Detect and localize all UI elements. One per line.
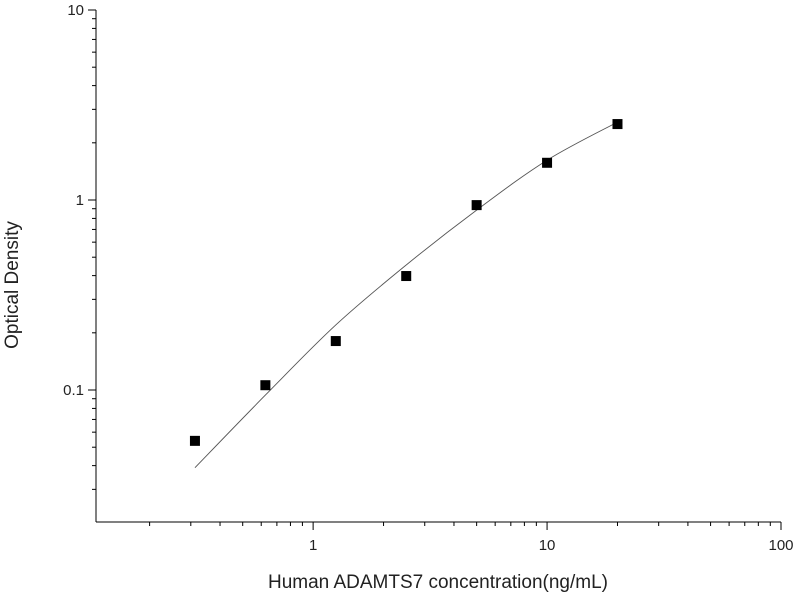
x-tick-label: 10 [539,537,556,554]
data-point [189,435,200,446]
x-tick-label: 100 [768,537,793,554]
y-tick-label: 10 [67,2,84,19]
data-point [471,200,482,211]
y-tick-label: 1 [76,192,84,209]
fit-curve [194,121,618,469]
data-point [330,336,341,347]
y-tick-label: 0.1 [63,382,84,399]
data-point [612,119,623,130]
data-point [542,157,553,168]
y-axis-label: Optical Density [2,221,23,349]
x-tick-label: 1 [309,537,317,554]
data-point [260,380,271,391]
x-axis-label: Human ADAMTS7 concentration(ng/mL) [268,572,608,593]
data-point [401,271,412,282]
